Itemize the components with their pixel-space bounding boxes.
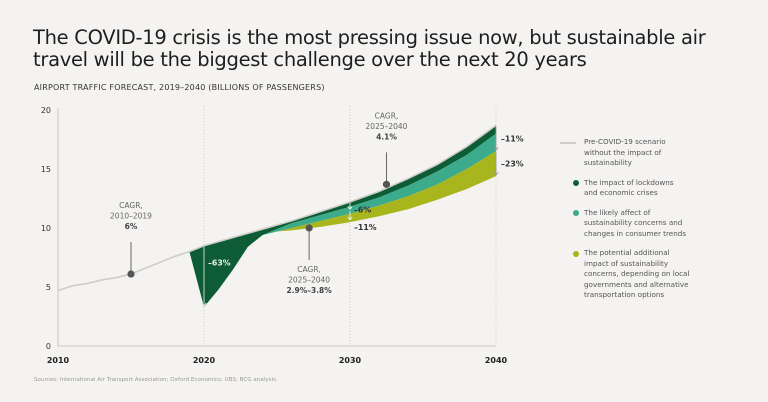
legend-label: governments and alternative (584, 279, 689, 289)
legend-item: The potential additional impact of sustai… (560, 248, 760, 301)
change-annotation: –63% (201, 246, 231, 307)
change-annotation: –11% (493, 126, 524, 152)
legend-label: concerns, depending on local (584, 269, 690, 278)
change-label: –11% (501, 134, 524, 143)
annotation-value: 6% (125, 222, 138, 231)
annotation-layer: CAGR,2010–20196%CAGR,2025–20402.9%–3.8%C… (110, 111, 524, 307)
axes-layer: 0 5 10 15 20 2010 2020 2030 2040 (41, 106, 508, 365)
legend-dot-swatch (573, 180, 579, 186)
area-layer (189, 125, 496, 308)
legend-item: The impact of lockdowns and economic cris… (560, 178, 760, 199)
legend-label: and economic crises (584, 188, 658, 197)
change-annotation: –11% (347, 211, 377, 232)
arrowhead-icon (201, 302, 207, 307)
arrowhead-icon (347, 206, 353, 211)
change-annotation: –6% (347, 203, 371, 214)
legend-label: The impact of lockdowns (584, 177, 674, 187)
annotation-point (382, 180, 391, 188)
y-tick-label: 10 (41, 224, 51, 233)
legend-item: Pre-COVID-19 scenario without the impact … (560, 137, 760, 169)
series-line-pre-covid (57, 124, 497, 292)
legend-line-swatch (560, 142, 576, 144)
x-tick-label: 2040 (485, 356, 508, 365)
y-tick-label: 0 (46, 342, 51, 351)
annotation-point (305, 224, 313, 232)
legend-item: The likely affect of sustainability conce… (560, 208, 760, 240)
legend-dot-swatch (573, 210, 579, 216)
annotation-text: 2010–2019 (110, 212, 152, 221)
legend-label: Pre-COVID-19 scenario (584, 137, 666, 146)
legend-label: The likely affect of (584, 207, 651, 217)
y-tick-label: 5 (46, 283, 51, 292)
change-label: –23% (501, 160, 524, 169)
source-note: Sources: International Air Transport Ass… (34, 377, 278, 383)
change-label: –63% (208, 259, 231, 268)
line-layer (57, 124, 497, 292)
annotation-text: CAGR, (297, 265, 321, 274)
change-annotation: –23% (493, 152, 524, 176)
annotation-text: CAGR, (375, 111, 399, 120)
legend-label: sustainability concerns and (584, 218, 683, 227)
change-label: –6% (354, 205, 371, 214)
legend-label: impact of sustainability (584, 258, 669, 268)
y-tick-label: 15 (41, 165, 51, 174)
annotation-text: 2025–2040 (288, 276, 330, 285)
grid-layer (203, 106, 497, 346)
legend-label: The potential additional (584, 248, 670, 257)
annotation-value: 2.9%–3.8% (286, 286, 332, 295)
arrowhead-icon (493, 171, 499, 176)
legend-label: changes in consumer trends (584, 228, 687, 238)
band-additional (277, 151, 496, 232)
legend-label: transportation options (584, 290, 665, 299)
x-tick-label: 2030 (339, 356, 362, 365)
chart-subtitle: AIRPORT TRAFFIC FORECAST, 2019–2040 (BIL… (34, 83, 325, 92)
page-title: The COVID-19 crisis is the most pressing… (33, 26, 706, 71)
y-tick-label: 20 (41, 106, 51, 115)
arrowhead-icon (347, 216, 353, 221)
annotation-value: 4.1% (376, 132, 397, 141)
legend: Pre-COVID-19 scenario without the impact … (560, 137, 760, 310)
annotation-text: CAGR, (119, 201, 143, 210)
annotation-point (127, 270, 135, 278)
x-tick-label: 2020 (193, 356, 216, 365)
legend-label: without the impact of (584, 147, 662, 157)
x-tick-label: 2010 (47, 356, 70, 365)
arrowhead-icon (493, 147, 499, 152)
legend-dot-swatch (573, 250, 579, 257)
change-label: –11% (354, 223, 377, 232)
annotation-text: 2025–2040 (366, 122, 408, 131)
legend-label: sustainability (584, 158, 632, 167)
